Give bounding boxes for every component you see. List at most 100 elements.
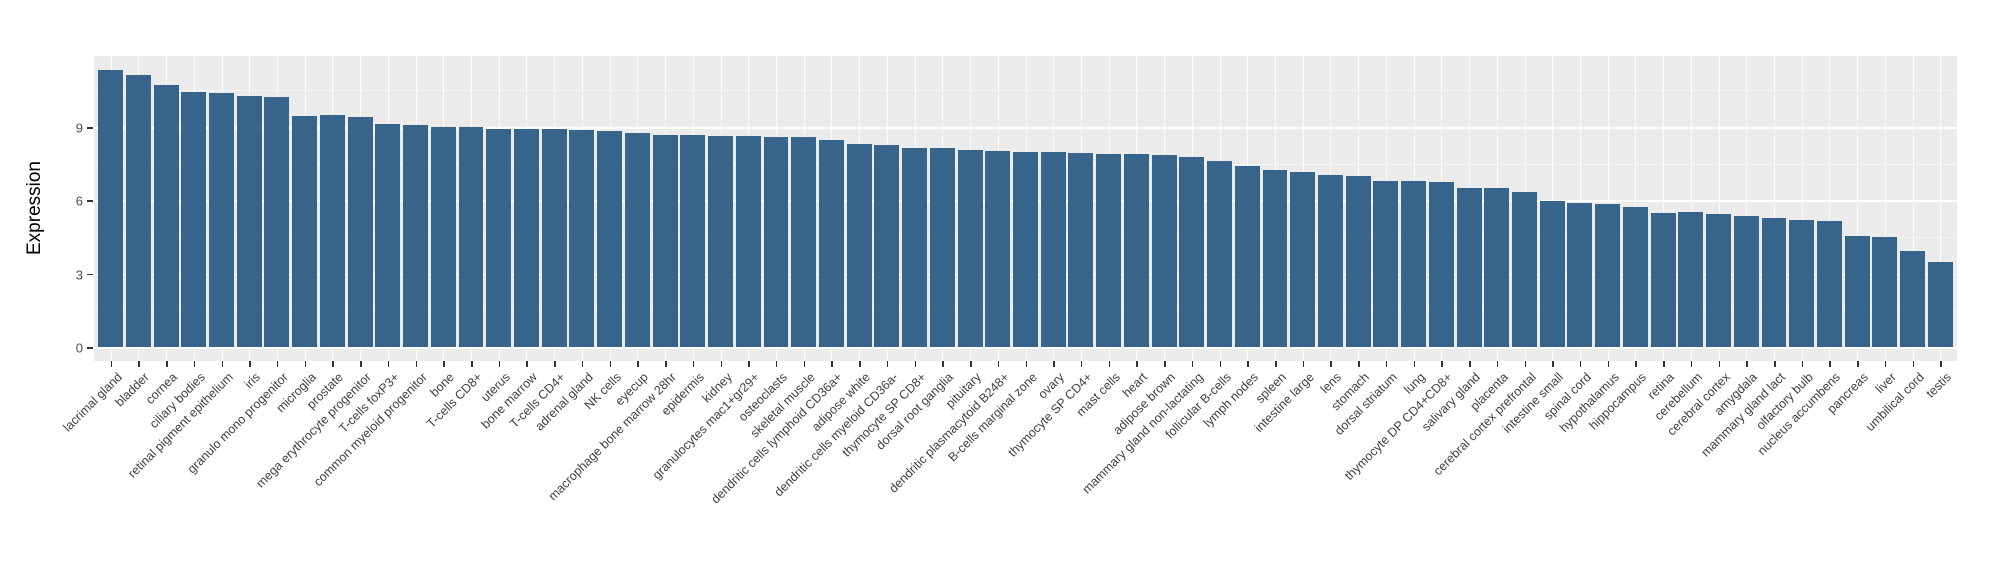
x-tick-mark <box>1413 361 1416 367</box>
x-tick-mark <box>415 361 418 367</box>
bar-bone-marrow <box>514 129 539 348</box>
x-tick-mark <box>803 361 806 367</box>
y-tick-mark <box>87 347 93 349</box>
x-tick-mark <box>1774 361 1776 367</box>
bar-nucleus-accumbens <box>1816 221 1842 348</box>
gridline-vertical <box>1718 56 1720 361</box>
bar-spinal-cord <box>1567 203 1593 348</box>
x-tick-mark <box>443 361 445 367</box>
x-tick-mark <box>166 361 168 367</box>
bar-granulo-mono-progenitor <box>264 96 290 348</box>
gridline-vertical <box>1746 56 1748 361</box>
bar-retina <box>1650 212 1676 348</box>
x-tick-mark <box>1940 361 1942 367</box>
bar-mammary-gland-non-lactating <box>1179 156 1205 348</box>
bar-skeletal-muscle <box>791 136 817 348</box>
x-tick-mark <box>1663 361 1665 367</box>
x-tick-mark <box>276 361 279 367</box>
bar-ciliary-bodies <box>181 91 207 348</box>
x-tick-mark <box>1164 361 1166 367</box>
gridline-vertical <box>1690 56 1692 361</box>
x-tick-mark <box>692 361 695 367</box>
bar-epidermis <box>680 135 706 348</box>
bar-pituitary <box>957 150 983 348</box>
bar-intestine-large <box>1290 171 1316 348</box>
y-tick-mark <box>87 200 93 202</box>
x-tick-mark <box>1191 361 1194 367</box>
bar-liver <box>1872 236 1898 348</box>
bar-adrenal-gland <box>569 129 595 348</box>
bar-stomach <box>1345 176 1371 348</box>
bar-kidney <box>708 135 733 348</box>
x-tick-mark <box>1912 361 1915 367</box>
bar-hippocampus <box>1622 207 1648 348</box>
y-axis-title: Expression <box>24 161 45 255</box>
x-tick-mark <box>886 361 889 367</box>
x-tick-mark <box>1718 361 1721 367</box>
x-tick-mark <box>1302 361 1305 367</box>
x-tick-mark <box>554 361 556 367</box>
bar-thymocyte-dp-cd4+cd8+ <box>1428 181 1454 348</box>
x-tick-mark <box>526 361 528 367</box>
y-tick-label: 6 <box>75 193 83 209</box>
x-tick-mark <box>1219 361 1222 367</box>
bar-osteoclasts <box>763 136 789 348</box>
x-tick-mark <box>997 361 1000 367</box>
bar-prostate <box>319 115 345 348</box>
x-tick-mark <box>748 361 750 367</box>
bar-dendritic-cells-lymphoid-cd36a+ <box>818 140 844 348</box>
x-tick-mark <box>1607 361 1610 367</box>
x-tick-mark <box>1053 361 1055 367</box>
bar-dendritic-plasmacytoid-b248+ <box>985 151 1011 348</box>
x-tick-mark <box>1385 361 1388 367</box>
x-tick-mark <box>665 361 667 367</box>
bar-bone <box>430 127 456 348</box>
y-tick-mark <box>87 127 93 129</box>
gridline-vertical <box>1829 56 1831 361</box>
x-tick-label: iris <box>241 370 264 392</box>
x-tick-mark <box>1469 361 1471 367</box>
bar-lacrimal-gland <box>98 69 124 348</box>
x-tick-mark <box>387 361 390 367</box>
bar-bladder <box>125 75 151 348</box>
y-tick-mark <box>87 273 93 276</box>
x-tick-mark <box>1136 361 1138 367</box>
bar-dendritic-cells-myeloid-cd36a- <box>874 145 900 348</box>
bar-microglia <box>292 116 318 348</box>
bar-salivary-gland <box>1456 188 1482 348</box>
x-tick-mark <box>1025 361 1027 367</box>
bar-pancreas <box>1844 235 1870 348</box>
x-tick-mark <box>775 361 778 367</box>
x-tick-mark <box>859 361 861 367</box>
bar-eyecup <box>624 132 650 348</box>
bar-hypothalamus <box>1595 203 1621 348</box>
x-tick-mark <box>1857 361 1859 367</box>
x-tick-mark <box>1579 361 1582 367</box>
bar-thymocyte-sp-cd4+ <box>1068 153 1094 348</box>
bar-intestine-small <box>1539 201 1565 348</box>
x-tick-mark <box>249 361 251 367</box>
bar-heart <box>1123 154 1149 348</box>
x-tick-mark <box>1635 361 1637 367</box>
bar-lymph-nodes <box>1234 165 1260 348</box>
y-tick-label: 0 <box>75 340 83 356</box>
bar-t-cells-foxp3+ <box>375 123 401 348</box>
bar-ovary <box>1040 151 1066 348</box>
x-tick-mark <box>1884 361 1887 367</box>
gridline-vertical <box>1884 56 1886 361</box>
bar-cornea <box>153 85 179 348</box>
x-tick-mark <box>1524 361 1527 367</box>
bar-cerebellum <box>1678 212 1704 348</box>
gridline-vertical <box>1663 56 1665 361</box>
bar-uterus <box>486 128 512 348</box>
x-tick-mark <box>304 361 307 367</box>
bar-umbilical-cord <box>1900 250 1926 348</box>
bar-macrophage-bone-marrow-28hr <box>652 134 678 348</box>
x-tick-mark <box>831 361 833 367</box>
bar-lens <box>1317 175 1343 348</box>
bar-cerebral-cortex-prefrontal <box>1512 191 1537 348</box>
x-tick-mark <box>1080 361 1083 367</box>
y-tick-label: 9 <box>75 120 83 136</box>
plot-panel <box>94 56 1957 361</box>
